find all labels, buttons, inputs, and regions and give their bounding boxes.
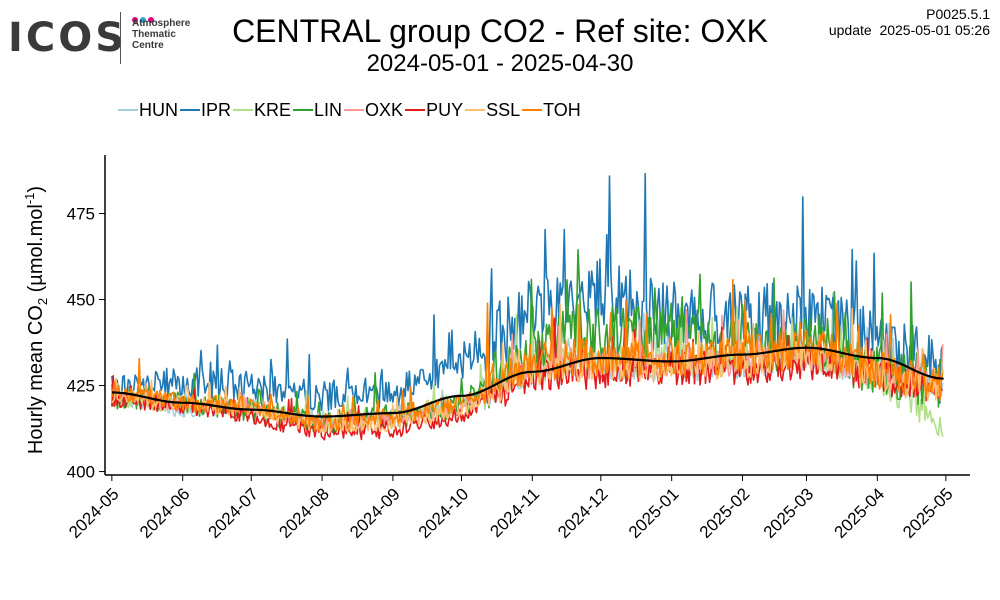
x-tick-label: 2024-11: [486, 484, 543, 541]
update-value: 2025-05-01 05:26: [879, 22, 990, 38]
logo-wordmark: ICOS: [8, 15, 128, 61]
trend-line: [111, 346, 944, 418]
series-line-toh: [111, 278, 944, 432]
legend-swatch: [465, 109, 486, 111]
legend-label: SSL: [486, 100, 521, 120]
legend-item-toh: TOH: [522, 99, 583, 121]
logo-dot: [148, 17, 154, 23]
y-axis-label-wrap: Hourly mean CO2 (µmol.mol-1): [22, 160, 50, 480]
y-tick-label: 400: [67, 463, 95, 482]
update-label: update: [828, 22, 872, 38]
legend-label: OXK: [365, 100, 404, 120]
x-tick-label: 2025-02: [696, 484, 754, 542]
trend-layer: [111, 346, 944, 418]
x-tick-label: 2024-07: [205, 484, 263, 542]
series-line-puy: [111, 317, 943, 441]
y-label-unit: (µmol.mol: [24, 204, 47, 298]
x-tick-label: 2024-08: [275, 484, 333, 542]
y-label-sub: 2: [34, 297, 50, 306]
legend-item-puy: PUY: [405, 99, 465, 121]
x-tick-label: 2025-05: [899, 484, 957, 542]
y-label-main: Hourly mean CO: [24, 305, 47, 455]
x-tick-label: 2024-10: [415, 484, 473, 542]
logo-dot: [140, 17, 146, 23]
y-axis-label: Hourly mean CO2 (µmol.mol-1): [22, 186, 50, 454]
legend-swatch: [233, 109, 254, 111]
legend-label: PUY: [426, 100, 464, 120]
legend-swatch: [344, 109, 365, 111]
legend-item-lin: LIN: [293, 99, 344, 121]
legend-swatch: [522, 109, 543, 111]
legend-swatch: [293, 109, 314, 111]
logo-line: Atmosphere: [132, 18, 191, 29]
legend-label: LIN: [314, 100, 343, 120]
legend-label: KRE: [254, 100, 292, 120]
icos-logo: ICOS Atmosphere Thematic Centre: [8, 8, 208, 68]
y-tick-label: 450: [67, 291, 95, 310]
x-tick-label: 2025-03: [760, 484, 818, 542]
legend-item-oxk: OXK: [344, 99, 405, 121]
legend-swatch: [118, 109, 138, 111]
legend-swatch: [180, 109, 200, 111]
legend-item-ipr: IPR: [180, 99, 233, 121]
logo-line: Thematic: [132, 29, 176, 40]
chart-title: CENTRAL group CO2 - Ref site: OXK: [232, 13, 768, 49]
x-tick-label: 2024-09: [346, 484, 404, 542]
legend-item-kre: KRE: [233, 99, 293, 121]
x-tick-label: 2024-06: [136, 484, 194, 542]
legend-swatch: [405, 109, 426, 111]
logo-divider: [120, 12, 121, 64]
logo-dot: [132, 17, 138, 23]
y-label-close: ): [24, 185, 47, 193]
logo-line: Centre: [132, 40, 164, 51]
x-tick-label: 2024-12: [554, 484, 612, 542]
legend-label: TOH: [543, 100, 581, 120]
series-layer: [111, 172, 944, 441]
x-tick-label: 2024-05: [65, 484, 123, 542]
chart-legend: HUN IPR KRE LIN OXK PUY SSL TOH: [118, 98, 583, 122]
legend-item-hun: HUN: [118, 99, 180, 121]
legend-item-ssl: SSL: [465, 99, 522, 121]
logo-dots: [132, 10, 156, 23]
x-tick-label: 2025-01: [625, 484, 683, 542]
y-tick-label: 425: [67, 377, 95, 396]
y-label-sup: -1: [22, 192, 38, 205]
legend-label: IPR: [201, 100, 232, 120]
chart-subtitle: 2024-05-01 - 2025-04-30: [366, 50, 634, 77]
x-tick-label: 2025-04: [831, 484, 889, 542]
legend-label: HUN: [139, 100, 178, 120]
y-tick-label: 475: [67, 204, 95, 223]
update-stamp: update 2025-05-01 05:26: [829, 22, 990, 38]
version-label: P0025.5.1: [926, 6, 990, 22]
logo-subtitle: Atmosphere Thematic Centre: [132, 18, 190, 51]
